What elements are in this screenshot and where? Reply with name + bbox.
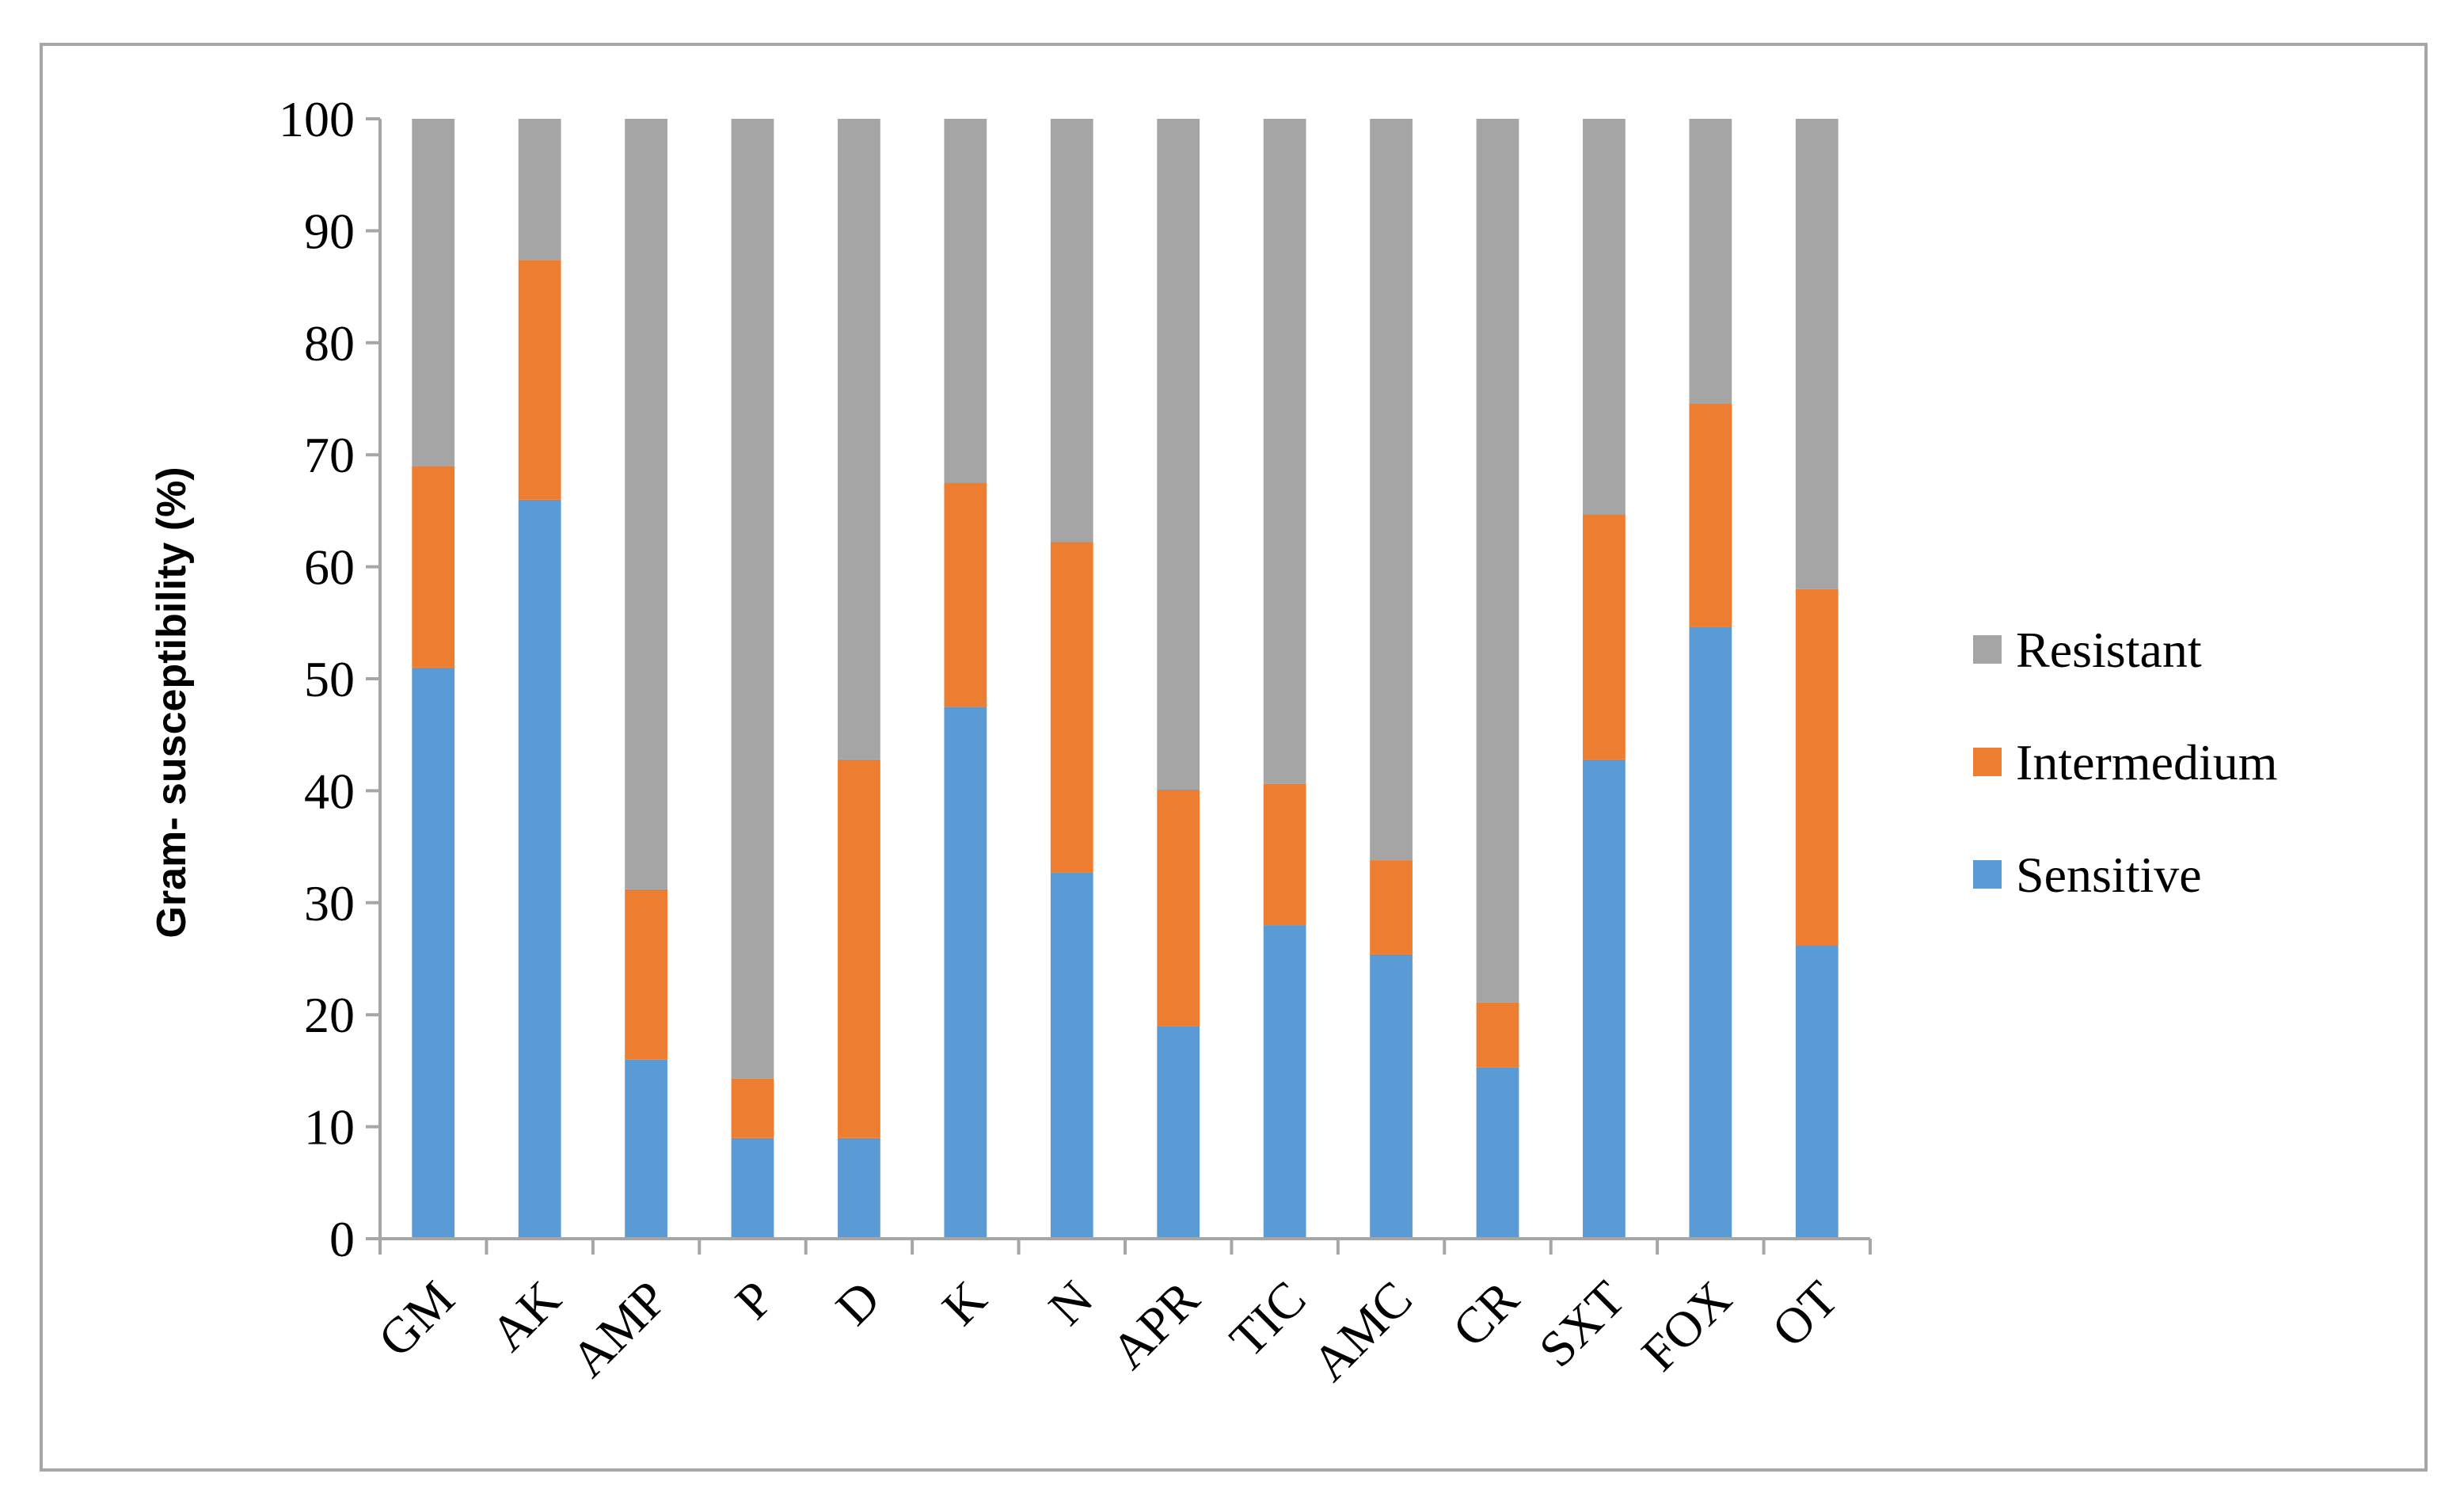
y-tick-labels: 0 10 20 30 40 50 60 70 80 90 100 — [279, 91, 355, 1267]
legend-label-intermedium: Intermedium — [2016, 734, 2278, 790]
bar-sensitive-p — [731, 1137, 774, 1239]
x-tick-label: APR — [1101, 1270, 1210, 1379]
bars-layer — [412, 119, 1838, 1239]
bar-sensitive-cr — [1476, 1067, 1519, 1239]
y-tick-label: 70 — [304, 427, 355, 483]
x-tick-label: CR — [1442, 1270, 1530, 1358]
x-tick-label: FOX — [1631, 1270, 1743, 1382]
bar-sensitive-n — [1050, 872, 1093, 1239]
y-tick-label: 100 — [279, 91, 355, 147]
y-tick-label: 30 — [304, 875, 355, 931]
bar-sensitive-amc — [1370, 954, 1413, 1239]
y-tick-label: 10 — [304, 1099, 355, 1156]
x-tick-label: D — [825, 1270, 891, 1336]
y-axis-title: Gram- susceptibility (%) — [149, 466, 195, 938]
bar-sensitive-fox — [1689, 626, 1732, 1239]
bar-sensitive-d — [838, 1137, 880, 1239]
bar-intermedium-fox — [1689, 403, 1732, 627]
bar-resistant-n — [1050, 119, 1093, 543]
y-tick-label: 60 — [304, 539, 355, 596]
bar-intermedium-gm — [412, 466, 455, 668]
bar-resistant-k — [944, 119, 987, 483]
bar-intermedium-ak — [518, 260, 561, 500]
bar-sensitive-k — [944, 706, 987, 1239]
bar-sensitive-gm — [412, 667, 455, 1239]
bar-intermedium-k — [944, 482, 987, 707]
y-tick-label: 50 — [304, 651, 355, 707]
bar-resistant-amc — [1370, 119, 1413, 861]
bar-intermedium-amp — [625, 889, 667, 1060]
bar-sensitive-ot — [1795, 945, 1838, 1239]
bar-resistant-d — [838, 119, 880, 760]
y-tick-label: 40 — [304, 763, 355, 819]
x-tick-label: N — [1038, 1270, 1104, 1336]
bar-sensitive-amp — [625, 1059, 667, 1239]
x-tick-label: OT — [1761, 1270, 1849, 1358]
bar-resistant-fox — [1689, 119, 1732, 404]
bar-intermedium-sxt — [1583, 514, 1626, 760]
x-tick-label: AMC — [1302, 1270, 1423, 1392]
legend-label-resistant: Resistant — [2016, 622, 2202, 678]
bar-resistant-gm — [412, 119, 455, 466]
bar-resistant-tic — [1263, 119, 1306, 784]
legend-swatch-resistant — [1973, 635, 2002, 664]
axes-layer — [366, 117, 1872, 1255]
x-tick-label: K — [931, 1270, 997, 1336]
bar-resistant-sxt — [1583, 119, 1626, 515]
x-tick-label: GM — [367, 1270, 465, 1368]
bar-sensitive-ak — [518, 499, 561, 1239]
y-tick-label: 20 — [304, 987, 355, 1043]
bar-sensitive-tic — [1263, 925, 1306, 1239]
legend-swatch-sensitive — [1973, 860, 2002, 889]
legend-swatch-intermedium — [1973, 748, 2002, 776]
bar-intermedium-ot — [1795, 588, 1838, 946]
y-tick-label: 0 — [329, 1211, 355, 1267]
bar-intermedium-apr — [1157, 789, 1200, 1026]
bar-resistant-p — [731, 119, 774, 1079]
bar-sensitive-sxt — [1583, 759, 1626, 1239]
bar-intermedium-amc — [1370, 860, 1413, 954]
bar-intermedium-n — [1050, 542, 1093, 873]
bar-resistant-apr — [1157, 119, 1200, 790]
bar-resistant-ak — [518, 119, 561, 261]
bar-intermedium-tic — [1263, 783, 1306, 926]
bar-intermedium-p — [731, 1078, 774, 1138]
x-tick-label: P — [724, 1270, 784, 1330]
legend-label-sensitive: Sensitive — [2016, 847, 2202, 903]
x-tick-label: AK — [480, 1270, 572, 1362]
x-tick-label: AMP — [561, 1270, 678, 1388]
bar-resistant-cr — [1476, 119, 1519, 1003]
y-tick-label: 90 — [304, 203, 355, 259]
x-tick-label: SXT — [1528, 1270, 1636, 1378]
bar-intermedium-cr — [1476, 1002, 1519, 1068]
legend: Resistant Intermedium Sensitive — [1973, 622, 2278, 903]
bar-resistant-amp — [625, 119, 667, 889]
y-tick-label: 80 — [304, 315, 355, 371]
bar-resistant-ot — [1795, 119, 1838, 589]
bar-sensitive-apr — [1157, 1026, 1200, 1239]
bar-intermedium-d — [838, 759, 880, 1138]
